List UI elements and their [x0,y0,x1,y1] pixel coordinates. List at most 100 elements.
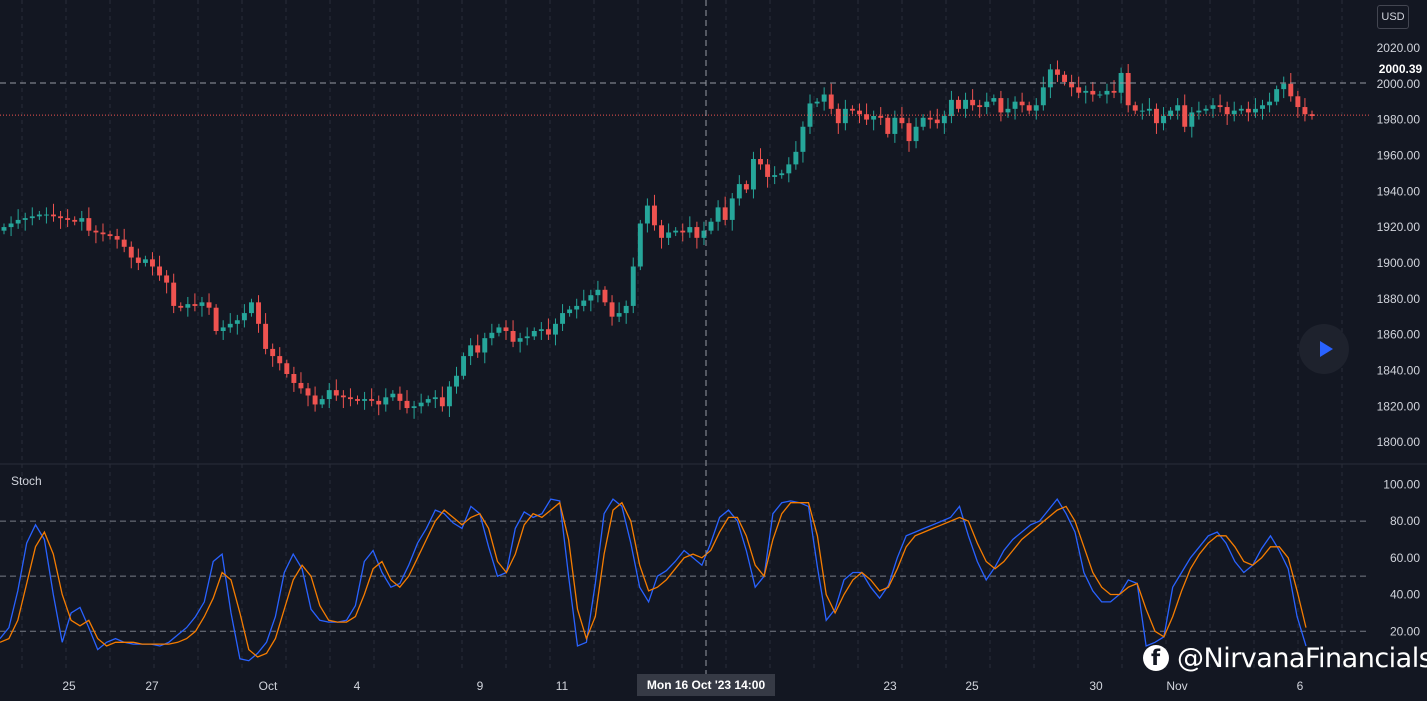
candle [913,126,919,142]
candle [694,227,700,238]
candle [256,302,261,324]
time-tick-label: 25 [965,679,979,693]
candle [736,184,742,199]
candle [560,313,566,324]
currency-label[interactable]: USD [1377,5,1409,29]
candle [857,110,862,115]
candle [482,338,488,353]
stoch-pane[interactable] [0,497,1307,662]
candle [1083,90,1089,93]
watermark: @NirvanaFinancials [1143,640,1427,676]
candle [991,98,997,102]
candle [842,108,848,124]
candle [439,397,445,407]
price-tick-label: 1860.00 [1377,328,1421,342]
time-tick-label: 9 [477,679,484,693]
price-tick-label: 1880.00 [1377,292,1421,306]
candle [871,116,877,120]
candle [1055,69,1060,75]
price-tick-label: 1900.00 [1377,256,1421,270]
candle [743,184,749,190]
price-tick-label: 1980.00 [1377,113,1421,127]
candle [468,345,474,357]
candle [58,216,64,219]
candle [687,227,693,233]
time-tick-label: 23 [883,679,897,693]
candle [1245,108,1251,113]
candle [948,99,954,116]
candle [553,323,558,335]
candle [234,320,240,324]
candle [503,327,509,331]
time-tick-label: 6 [1297,679,1304,693]
candle [517,338,523,342]
candle [708,221,714,231]
candle [340,395,346,398]
price-pane[interactable] [0,60,1370,419]
candle [43,214,49,216]
candle [1033,105,1039,111]
candle [864,114,870,120]
candle [220,327,226,331]
candle [432,397,438,400]
stoch-tick-label: 100.00 [1383,477,1420,491]
candle [390,393,396,398]
candle [1161,116,1166,124]
candle [1224,107,1230,115]
candle [192,304,198,306]
candle [772,175,778,177]
candle [906,123,912,142]
candle [164,275,170,283]
candle [1238,108,1244,111]
candle [411,406,417,409]
candle [22,218,28,220]
candle [821,94,827,102]
candle [666,232,672,238]
indicator-label[interactable]: Stoch [11,474,42,488]
time-axis[interactable]: 25 27 Oct 4 9 11 23 25 30 Nov 6 [62,679,1303,693]
candle [1260,105,1265,109]
candle [644,205,650,224]
candle [786,164,792,174]
candle [312,395,318,405]
candle [595,289,601,296]
candle [602,289,608,303]
candle [15,219,21,224]
candle [970,99,976,106]
candle [779,173,785,176]
candle [1182,105,1188,127]
candle [1062,74,1068,82]
candle [1132,105,1138,111]
time-tick-label: 25 [62,679,76,693]
candle [86,218,92,231]
price-axis[interactable]: 1800.00 1820.00 1840.00 1860.00 1880.00 1900.… [1377,41,1421,449]
facebook-icon [1143,645,1169,671]
candle [461,356,467,376]
candle [369,399,375,401]
candle [1076,87,1082,93]
candle [1309,114,1315,116]
candle [475,345,481,353]
candle [963,99,969,109]
candle [100,232,106,235]
play-button[interactable] [1299,324,1349,374]
candle [1168,110,1174,116]
candle [715,207,721,222]
time-tick-label: 4 [354,679,361,693]
candle [1125,73,1131,106]
crosshair-price-label: 2000.39 [1374,60,1427,79]
stoch-d-line [0,501,1307,658]
stoch-axis[interactable]: 20.00 40.00 60.00 80.00 100.00 [1383,477,1420,638]
candle [241,313,247,321]
candle [383,397,389,405]
candle [652,205,657,226]
candle [29,216,35,219]
candle [630,266,636,306]
candle [673,230,679,233]
candle [637,223,643,267]
crosshair-time-label: Mon 16 Oct '23 14:00 [637,674,775,696]
candle [355,399,360,401]
price-tick-label: 1800.00 [1377,435,1421,449]
candle [510,331,516,342]
